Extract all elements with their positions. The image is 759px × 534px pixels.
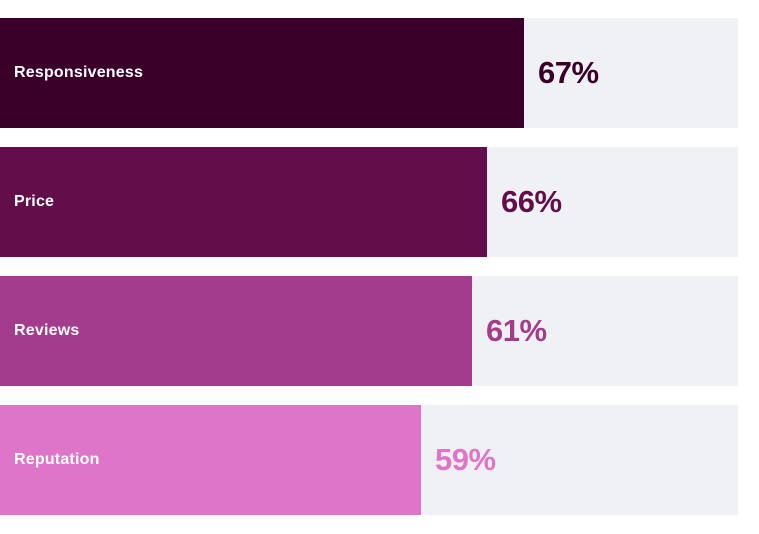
bar-value: 66% [501, 184, 562, 219]
bar-price: Price [0, 147, 487, 257]
bar-value: 61% [486, 313, 547, 348]
bar-row-reputation: Reputation 59% [0, 405, 738, 515]
bar-row-reviews: Reviews 61% [0, 276, 738, 386]
bar-reputation: Reputation [0, 405, 421, 515]
bar-label: Responsiveness [14, 64, 144, 81]
bar-reviews: Reviews [0, 276, 472, 386]
bar-responsiveness: Responsiveness [0, 18, 524, 128]
bar-label: Price [14, 193, 55, 210]
bar-row-responsiveness: Responsiveness 67% [0, 18, 738, 128]
bar-value: 67% [538, 55, 599, 90]
bar-value: 59% [435, 442, 496, 477]
bar-label: Reviews [14, 322, 80, 339]
bar-label: Reputation [14, 451, 100, 468]
bar-row-price: Price 66% [0, 147, 738, 257]
